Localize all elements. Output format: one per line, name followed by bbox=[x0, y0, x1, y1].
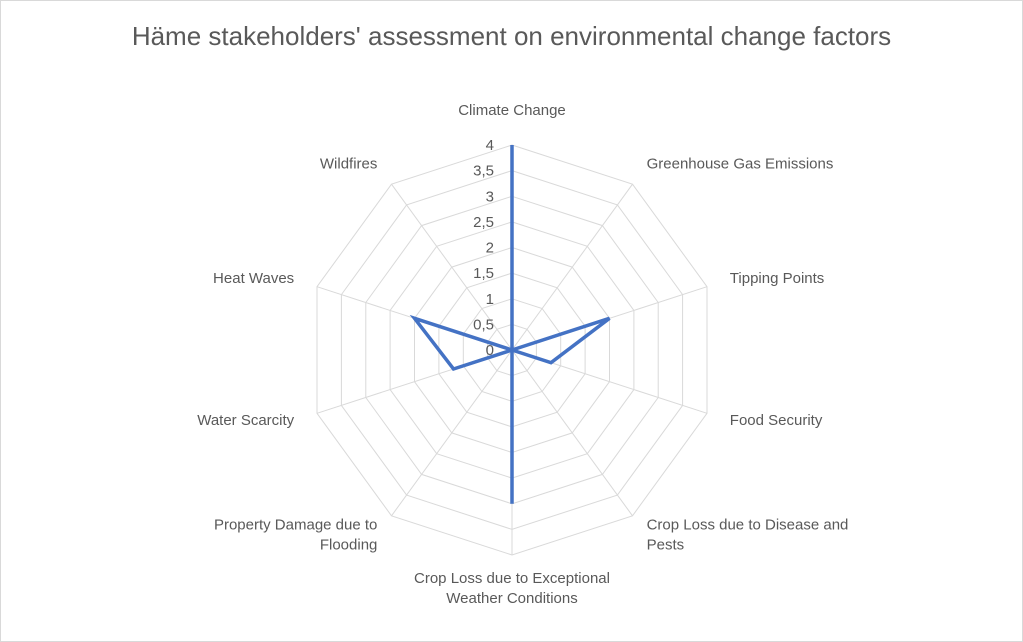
category-label-line: Crop Loss due to Exceptional bbox=[414, 570, 610, 587]
category-label: Wildfires bbox=[320, 156, 378, 173]
category-label: Crop Loss due to Disease and Pests bbox=[647, 516, 849, 553]
series-line bbox=[409, 145, 611, 504]
category-label: Greenhouse Gas Emissions bbox=[647, 156, 834, 173]
grid-spoke bbox=[511, 349, 633, 517]
category-label: Property Damage due to Flooding bbox=[214, 516, 377, 553]
tick-label: 3,5 bbox=[473, 163, 494, 180]
grid-spoke bbox=[391, 349, 513, 517]
category-label: Tipping Points bbox=[730, 270, 825, 287]
category-label-line: Tipping Points bbox=[730, 270, 825, 287]
category-label-line: Crop Loss due to Disease and bbox=[647, 516, 849, 533]
category-label-line: Weather Conditions bbox=[446, 590, 577, 607]
category-label-line: Greenhouse Gas Emissions bbox=[647, 156, 834, 173]
category-label: Climate Change bbox=[458, 102, 566, 119]
category-label: Crop Loss due to Exceptional Weather Cond… bbox=[414, 570, 610, 607]
tick-label: 4 bbox=[486, 137, 494, 154]
tick-label: 3 bbox=[486, 188, 494, 205]
category-label-line: Flooding bbox=[320, 536, 378, 553]
category-label: Heat Waves bbox=[213, 270, 294, 287]
chart-title: Häme stakeholders' assessment on environ… bbox=[131, 21, 892, 51]
category-label-line: Heat Waves bbox=[213, 270, 294, 287]
grid-spoke bbox=[391, 183, 513, 351]
category-label-line: Pests bbox=[647, 536, 685, 553]
tick-label: 1 bbox=[486, 291, 494, 308]
category-label: Water Scarcity bbox=[197, 412, 294, 429]
category-label-line: Wildfires bbox=[320, 156, 378, 173]
tick-label: 1,5 bbox=[473, 265, 494, 282]
category-label-line: Climate Change bbox=[458, 102, 566, 119]
grid-spoke bbox=[511, 183, 633, 351]
tick-label: 0 bbox=[486, 342, 494, 359]
tick-label: 2,5 bbox=[473, 214, 494, 231]
category-label-line: Property Damage due to bbox=[214, 516, 377, 533]
tick-label: 2 bbox=[486, 240, 494, 257]
category-label-line: Water Scarcity bbox=[197, 412, 294, 429]
category-label: Food Security bbox=[730, 412, 823, 429]
tick-label: 0,5 bbox=[473, 316, 494, 333]
category-label-line: Food Security bbox=[730, 412, 823, 429]
